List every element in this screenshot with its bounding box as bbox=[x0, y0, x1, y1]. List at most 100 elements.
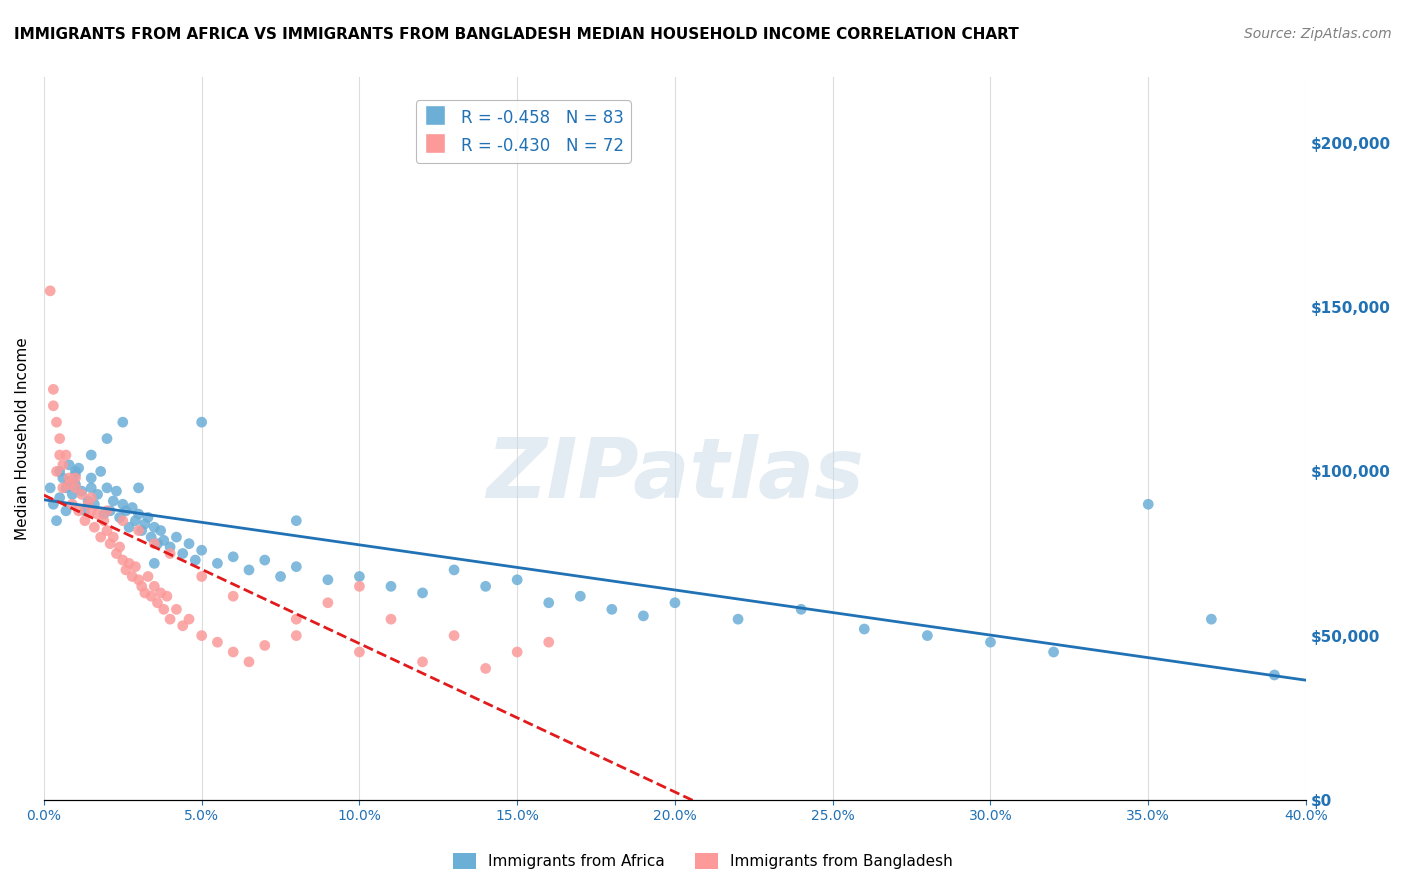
Point bbox=[506, 573, 529, 587]
Point bbox=[48, 448, 70, 462]
Point bbox=[45, 415, 67, 429]
Point bbox=[98, 504, 121, 518]
Point bbox=[58, 458, 80, 472]
Point bbox=[121, 569, 143, 583]
Text: Source: ZipAtlas.com: Source: ZipAtlas.com bbox=[1244, 27, 1392, 41]
Point bbox=[270, 569, 292, 583]
Point bbox=[141, 530, 163, 544]
Point bbox=[80, 491, 103, 505]
Point bbox=[98, 536, 121, 550]
Point bbox=[285, 514, 308, 528]
Point bbox=[90, 465, 112, 479]
Point bbox=[285, 559, 308, 574]
Point bbox=[222, 589, 245, 603]
Text: ZIPatlas: ZIPatlas bbox=[486, 434, 863, 516]
Point bbox=[349, 579, 371, 593]
Point bbox=[172, 619, 194, 633]
Point bbox=[115, 504, 138, 518]
Point bbox=[115, 563, 138, 577]
Point bbox=[124, 514, 146, 528]
Point bbox=[917, 629, 939, 643]
Point bbox=[111, 514, 134, 528]
Point bbox=[349, 569, 371, 583]
Point bbox=[159, 547, 181, 561]
Point bbox=[141, 589, 163, 603]
Point bbox=[111, 497, 134, 511]
Point bbox=[65, 471, 87, 485]
Point bbox=[39, 481, 62, 495]
Point bbox=[380, 579, 402, 593]
Point bbox=[80, 504, 103, 518]
Point bbox=[316, 596, 339, 610]
Point bbox=[1042, 645, 1064, 659]
Point bbox=[143, 520, 166, 534]
Point bbox=[93, 507, 115, 521]
Point bbox=[443, 563, 465, 577]
Point bbox=[55, 481, 77, 495]
Point bbox=[67, 461, 90, 475]
Point bbox=[83, 497, 105, 511]
Point bbox=[979, 635, 1001, 649]
Point bbox=[118, 557, 141, 571]
Point bbox=[103, 494, 125, 508]
Point bbox=[207, 635, 229, 649]
Point bbox=[80, 471, 103, 485]
Point bbox=[111, 415, 134, 429]
Point bbox=[412, 586, 434, 600]
Point bbox=[136, 569, 159, 583]
Point bbox=[253, 639, 276, 653]
Point bbox=[96, 524, 118, 538]
Point bbox=[42, 399, 65, 413]
Point bbox=[727, 612, 749, 626]
Point bbox=[58, 475, 80, 489]
Point bbox=[52, 471, 75, 485]
Point bbox=[474, 661, 496, 675]
Point bbox=[152, 602, 174, 616]
Legend: R = -0.458   N = 83, R = -0.430   N = 72: R = -0.458 N = 83, R = -0.430 N = 72 bbox=[416, 100, 631, 162]
Point bbox=[159, 540, 181, 554]
Point bbox=[60, 497, 83, 511]
Point bbox=[60, 487, 83, 501]
Point bbox=[67, 504, 90, 518]
Point bbox=[108, 540, 131, 554]
Point bbox=[146, 536, 169, 550]
Y-axis label: Median Household Income: Median Household Income bbox=[15, 337, 30, 540]
Point bbox=[152, 533, 174, 548]
Point bbox=[70, 487, 93, 501]
Point bbox=[143, 579, 166, 593]
Point bbox=[537, 635, 560, 649]
Point bbox=[412, 655, 434, 669]
Point bbox=[93, 514, 115, 528]
Point bbox=[134, 586, 156, 600]
Point bbox=[52, 458, 75, 472]
Point bbox=[159, 612, 181, 626]
Point bbox=[238, 655, 260, 669]
Point bbox=[65, 477, 87, 491]
Point bbox=[86, 487, 108, 501]
Point bbox=[664, 596, 686, 610]
Point bbox=[45, 465, 67, 479]
Point bbox=[58, 471, 80, 485]
Point bbox=[65, 467, 87, 482]
Point bbox=[105, 547, 128, 561]
Point bbox=[83, 520, 105, 534]
Point bbox=[1201, 612, 1223, 626]
Point bbox=[55, 504, 77, 518]
Point bbox=[1137, 497, 1160, 511]
Point bbox=[111, 553, 134, 567]
Point bbox=[55, 448, 77, 462]
Point bbox=[86, 507, 108, 521]
Point bbox=[58, 477, 80, 491]
Point bbox=[77, 497, 100, 511]
Point bbox=[136, 510, 159, 524]
Point bbox=[73, 514, 96, 528]
Point bbox=[316, 573, 339, 587]
Point bbox=[1263, 668, 1285, 682]
Point bbox=[190, 629, 212, 643]
Point bbox=[177, 612, 200, 626]
Point bbox=[506, 645, 529, 659]
Point bbox=[853, 622, 876, 636]
Point bbox=[184, 553, 207, 567]
Point bbox=[190, 569, 212, 583]
Point bbox=[39, 284, 62, 298]
